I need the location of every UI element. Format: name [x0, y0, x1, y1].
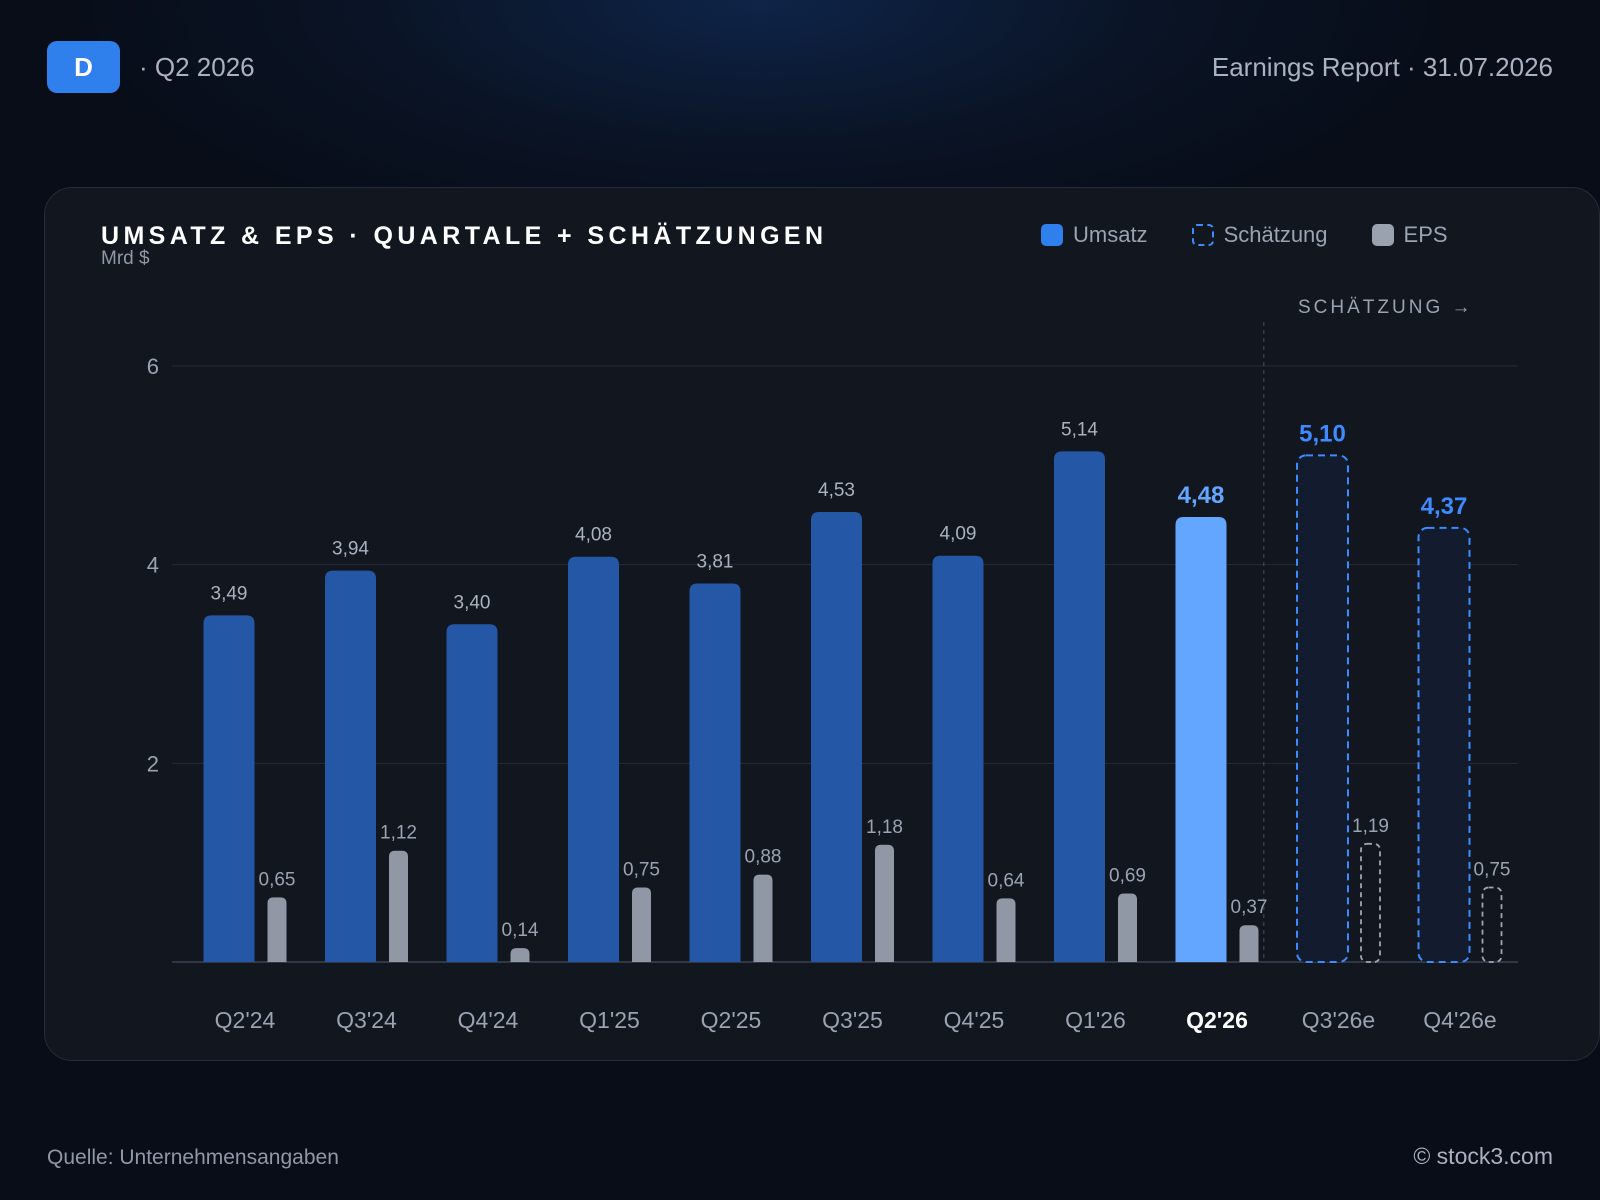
x-tick-label: Q1'25 — [579, 1007, 640, 1033]
revenue-bar — [568, 556, 619, 962]
revenue-value-label: 3,81 — [697, 552, 734, 573]
estimate-bar — [1296, 454, 1349, 963]
report-period: · Q2 2026 — [139, 52, 255, 82]
ticker-badge: D — [47, 41, 120, 93]
eps-value-label: 1,12 — [380, 823, 417, 844]
eps-bar — [996, 898, 1016, 962]
eps-value-label: 1,19 — [1352, 816, 1389, 837]
eps-bar — [510, 948, 530, 962]
revenue-value-label: 5,14 — [1061, 419, 1098, 440]
y-tick-label: 4 — [147, 553, 159, 578]
revenue-value-label: 3,49 — [211, 583, 248, 604]
eps-bar — [389, 850, 408, 962]
chart-title: UMSATZ & EPS · QUARTALE + SCHÄTZUNGEN — [101, 222, 828, 250]
chart-unit: Mrd $ — [101, 248, 150, 269]
revenue-value-label: 4,08 — [575, 525, 612, 546]
legend-item-umsatz: Umsatz — [1041, 222, 1148, 248]
legend-label-umsatz: Umsatz — [1073, 222, 1148, 247]
x-tick-label: Q4'24 — [458, 1007, 519, 1033]
eps-bar — [1239, 925, 1259, 962]
eps-bar — [632, 887, 651, 962]
chart-legend: Umsatz Schätzung EPS — [1041, 222, 1448, 248]
header: D · Q2 2026 Earnings Report · 31.07.2026 — [47, 41, 1553, 93]
estimate-marker: SCHÄTZUNG → — [1298, 297, 1474, 318]
y-tick-label: 2 — [147, 751, 159, 776]
revenue-bar — [203, 615, 255, 962]
eps-value-label: 0,75 — [1474, 860, 1511, 881]
x-tick-label: Q1'26 — [1065, 1007, 1126, 1033]
revenue-value-label: 3,40 — [454, 592, 491, 613]
x-tick-label: Q4'25 — [944, 1007, 1005, 1033]
eps-bar — [1118, 893, 1137, 962]
x-tick-label: Q3'25 — [822, 1007, 883, 1033]
eps-bar — [267, 897, 287, 962]
revenue-bar — [689, 583, 741, 962]
y-tick-label: 6 — [147, 354, 159, 379]
legend-label-estimate: Schätzung — [1223, 222, 1328, 247]
revenue-bar — [446, 624, 498, 962]
x-tick-label: Q2'25 — [701, 1007, 762, 1033]
x-tick-label: Q3'24 — [336, 1007, 397, 1033]
legend-label-eps: EPS — [1403, 222, 1448, 247]
eps-value-label: 0,14 — [502, 920, 539, 941]
report-date: Earnings Report · 31.07.2026 — [1211, 52, 1553, 82]
legend-item-estimate: Schätzung — [1191, 222, 1328, 248]
eps-value-label: 0,69 — [1109, 865, 1146, 886]
revenue-bar — [932, 555, 984, 962]
legend-item-eps: EPS — [1371, 222, 1448, 248]
eps-bar — [875, 844, 894, 962]
revenue-value-label: 4,53 — [818, 480, 855, 501]
revenue-bar — [325, 570, 376, 962]
legend-swatch-estimate — [1191, 224, 1214, 246]
eps-estimate-bar — [1481, 886, 1503, 963]
eps-estimate-bar — [1360, 842, 1381, 963]
eps-value-label: 0,37 — [1231, 897, 1268, 918]
eps-value-label: 0,65 — [259, 869, 296, 890]
revenue-value-label: 3,94 — [332, 539, 369, 560]
estimate-bar — [1417, 526, 1471, 963]
x-tick-label: Q4'26e — [1423, 1007, 1496, 1033]
eps-value-label: 0,64 — [988, 870, 1025, 891]
revenue-value-label: 4,37 — [1421, 493, 1468, 520]
legend-swatch-umsatz — [1041, 224, 1063, 246]
revenue-bar — [811, 512, 862, 962]
current-revenue-bar — [1175, 516, 1227, 962]
brand-copyright: © stock3.com — [1413, 1143, 1553, 1169]
x-tick-label: Q2'26 — [1186, 1007, 1248, 1033]
eps-value-label: 0,88 — [745, 847, 782, 868]
eps-bar — [753, 874, 773, 962]
revenue-value-label: 4,48 — [1178, 482, 1225, 509]
revenue-bar — [1054, 451, 1105, 962]
revenue-value-label: 4,09 — [940, 524, 977, 545]
eps-value-label: 1,18 — [866, 817, 903, 838]
legend-swatch-eps — [1371, 224, 1394, 246]
eps-value-label: 0,75 — [623, 860, 660, 881]
x-tick-label: Q3'26e — [1302, 1007, 1375, 1033]
source-note: Quelle: Unternehmensangaben — [47, 1146, 339, 1169]
revenue-value-label: 5,10 — [1299, 420, 1346, 447]
x-tick-label: Q2'24 — [215, 1007, 276, 1033]
